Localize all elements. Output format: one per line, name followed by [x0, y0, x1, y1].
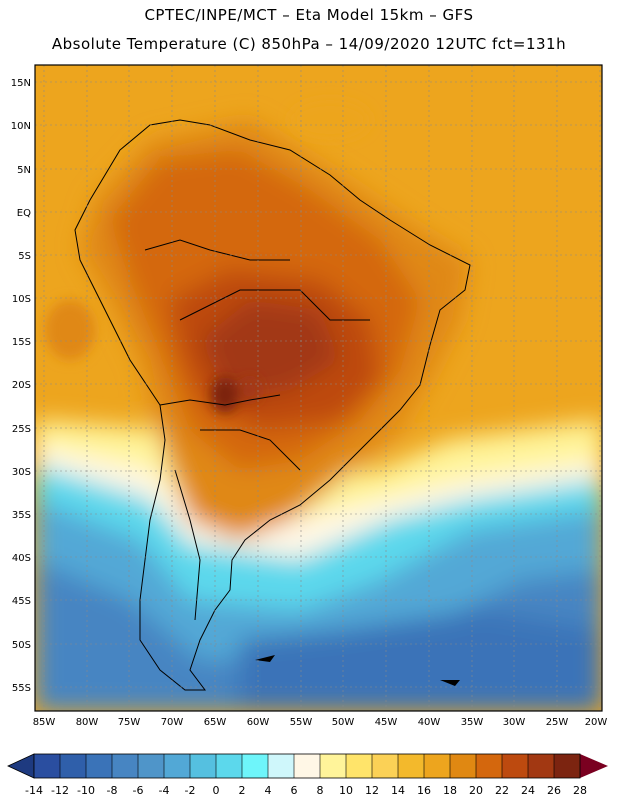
- lat-label: 5N: [17, 165, 31, 176]
- colorbar-swatch: [86, 754, 112, 778]
- colorbar-label: 24: [521, 784, 535, 797]
- lat-label: 50S: [12, 640, 31, 651]
- lat-label: 35S: [12, 510, 31, 521]
- lat-label: 10S: [12, 294, 31, 305]
- colorbar-swatch: [60, 754, 86, 778]
- lon-label: 30W: [503, 717, 526, 728]
- colorbar-min-arrow: [7, 753, 35, 779]
- colorbar-swatch: [554, 754, 580, 778]
- lat-label: 5S: [18, 251, 31, 262]
- colorbar-max-arrow: [580, 754, 608, 778]
- lon-label: 75W: [118, 717, 141, 728]
- colorbar-swatch: [242, 754, 268, 778]
- colorbar-label: -6: [133, 784, 144, 797]
- lon-label: 45W: [375, 717, 398, 728]
- colorbar-label: 22: [495, 784, 509, 797]
- lat-label: 15N: [11, 78, 31, 89]
- colorbar-label: 18: [443, 784, 457, 797]
- lon-label: 20W: [585, 717, 608, 728]
- lat-label: 30S: [12, 467, 31, 478]
- colorbar-swatch: [268, 754, 294, 778]
- lat-label: EQ: [17, 208, 31, 219]
- lon-label: 50W: [332, 717, 355, 728]
- longitude-axis: 85W 80W 75W 70W 65W 60W 55W 50W 45W 40W …: [33, 717, 608, 728]
- lat-label: 55S: [12, 683, 31, 694]
- colorbar-label: 4: [265, 784, 272, 797]
- colorbar-label: -12: [51, 784, 69, 797]
- colorbar-label: -14: [25, 784, 43, 797]
- lat-label: 15S: [12, 337, 31, 348]
- lon-label: 70W: [161, 717, 184, 728]
- lon-label: 60W: [247, 717, 270, 728]
- colorbar-swatch: [502, 754, 528, 778]
- lat-label: 10N: [11, 121, 31, 132]
- colorbar-label: -2: [185, 784, 196, 797]
- colorbar-label: 20: [469, 784, 483, 797]
- colorbar-label: 8: [317, 784, 324, 797]
- colorbar-label: 0: [213, 784, 220, 797]
- lat-label: 45S: [12, 596, 31, 607]
- colorbar-swatch: [34, 754, 60, 778]
- colorbar-swatch: [528, 754, 554, 778]
- lon-label: 65W: [204, 717, 227, 728]
- colorbar-swatch: [190, 754, 216, 778]
- lat-label: 40S: [12, 553, 31, 564]
- lat-label: 20S: [12, 380, 31, 391]
- colorbar-label: 16: [417, 784, 431, 797]
- lon-label: 55W: [290, 717, 313, 728]
- title-model: CPTEC/INPE/MCT – Eta Model 15km – GFS: [144, 6, 474, 24]
- lon-label: 85W: [33, 717, 56, 728]
- colorbar-label: -8: [107, 784, 118, 797]
- colorbar-swatch: [294, 754, 320, 778]
- colorbar-swatch: [450, 754, 476, 778]
- colorbar-label: 6: [291, 784, 298, 797]
- colorbar-label: 26: [547, 784, 561, 797]
- title-variable: Absolute Temperature (C) 850hPa – 14/09/…: [51, 35, 567, 53]
- colorbar-swatch: [398, 754, 424, 778]
- lon-label: 35W: [461, 717, 484, 728]
- colorbar-label: 12: [365, 784, 379, 797]
- colorbar-label: 2: [239, 784, 246, 797]
- colorbar-swatch: [372, 754, 398, 778]
- latitude-axis: 15N 10N 5N EQ 5S 10S 15S 20S 25S 30S 35S…: [11, 78, 31, 694]
- colorbar-label: 14: [391, 784, 405, 797]
- colorbar-label: 28: [573, 784, 587, 797]
- lon-label: 40W: [418, 717, 441, 728]
- colorbar-swatch: [346, 754, 372, 778]
- lat-label: 25S: [12, 424, 31, 435]
- colorbar-swatch: [476, 754, 502, 778]
- colorbar-label: -4: [159, 784, 170, 797]
- colorbar-labels: -14 -12 -10 -8 -6 -4 -2 0 2 4 6 8 10 12 …: [25, 784, 587, 797]
- colorbar-swatch: [138, 754, 164, 778]
- colorbar-swatch: [112, 754, 138, 778]
- colorbar-label: -10: [77, 784, 95, 797]
- colorbar-swatch: [164, 754, 190, 778]
- lon-label: 25W: [546, 717, 569, 728]
- colorbar: [7, 753, 608, 779]
- colorbar-swatch: [424, 754, 450, 778]
- map-frame: [34, 64, 603, 712]
- colorbar-swatch: [216, 754, 242, 778]
- lon-label: 80W: [76, 717, 99, 728]
- coastline: [74, 119, 471, 691]
- colorbar-label: 10: [339, 784, 353, 797]
- colorbar-swatch: [320, 754, 346, 778]
- temperature-field: [35, 65, 602, 711]
